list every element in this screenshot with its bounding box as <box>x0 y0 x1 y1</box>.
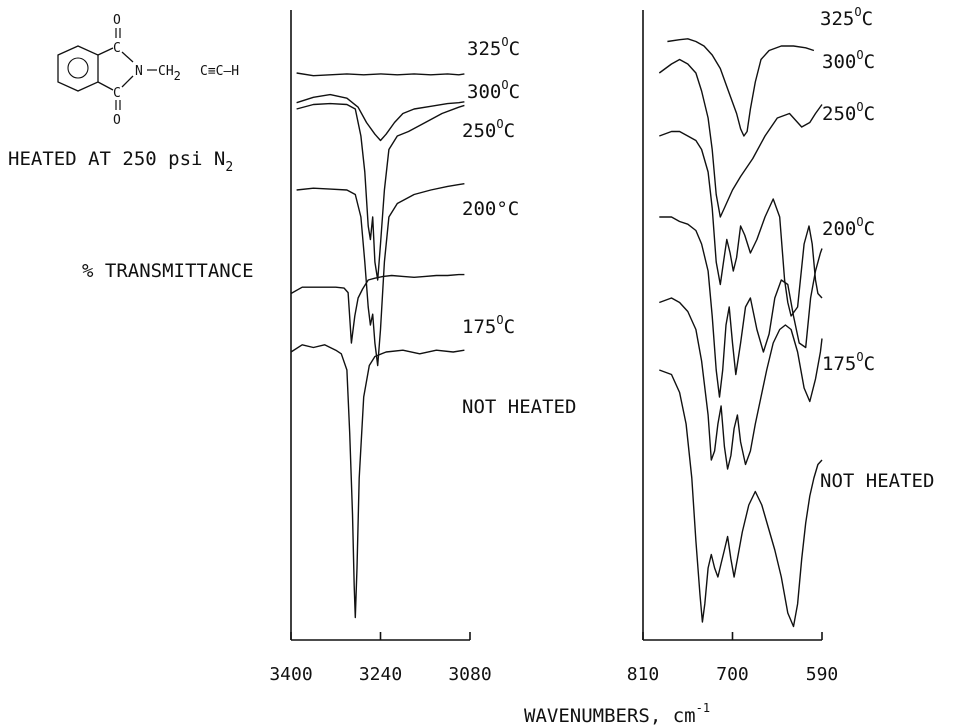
left-series-label: 200°C <box>462 198 519 220</box>
aromatic-circle-icon <box>67 57 89 79</box>
bond-line <box>97 47 114 56</box>
right-series-trace <box>667 38 815 137</box>
left-series-trace <box>296 102 465 281</box>
left-series-label: 175OC <box>462 313 515 338</box>
left-series-label-value: NOT HEATED <box>462 396 576 418</box>
left-series-trace <box>296 183 465 367</box>
heated-note-subscript: 2 <box>225 160 233 175</box>
right-series-label-degree: O <box>856 350 863 364</box>
right-series-label-unit: C <box>862 8 873 30</box>
left-x-tick-label: 3240 <box>359 664 402 685</box>
left-series-label-degree: O <box>496 313 503 327</box>
right-series-trace <box>659 216 823 398</box>
right-series-label-value: 200 <box>822 218 856 240</box>
left-series-label-value: 200 <box>462 198 496 220</box>
x-axis-label-superscript: -1 <box>696 701 710 715</box>
left-x-tick-label: 3400 <box>269 664 312 685</box>
x-axis-label: WAVENUMBERS, cm-1 <box>524 701 710 727</box>
atom-o-top: O <box>113 13 121 28</box>
chain-ch-subscript: 2 <box>174 69 181 83</box>
left-series-label-value: 175 <box>462 316 496 338</box>
right-series-label-unit: C <box>864 103 875 125</box>
heated-note: HEATED AT 250 psi N2 <box>8 148 233 175</box>
bond-line <box>97 81 114 91</box>
bond-line <box>121 51 134 63</box>
right-series-label: 325OC <box>820 5 873 30</box>
atom-c-bottom: C <box>113 86 121 101</box>
right-series-label-value: 175 <box>822 353 856 375</box>
triple-bond-text: C≡C–H <box>200 64 239 79</box>
right-series-label-unit: C <box>864 353 875 375</box>
right-series-label-value: 325 <box>820 8 854 30</box>
right-series-trace <box>659 130 823 317</box>
left-series-label: 250OC <box>462 117 515 142</box>
right-x-tick-label: 700 <box>716 664 749 685</box>
right-series-label-degree: O <box>856 100 863 114</box>
right-series-label: 175OC <box>822 350 875 375</box>
right-series-label-value: 300 <box>822 51 856 73</box>
left-series-trace <box>296 93 465 142</box>
right-series-label: 300OC <box>822 48 875 73</box>
atom-n: N <box>135 64 143 79</box>
right-series-label-degree: O <box>856 215 863 229</box>
x-axis-label-text: WAVENUMBERS, cm <box>524 705 696 727</box>
right-series-label-unit: C <box>864 51 875 73</box>
left-series-label-unit: °C <box>496 198 519 220</box>
left-series-trace <box>290 344 465 619</box>
bond-line <box>121 75 134 88</box>
left-series-label-unit: C <box>509 81 520 103</box>
right-series-label-value: NOT HEATED <box>820 470 934 492</box>
left-panel: 3400 3240 3080325OC300OC250OC200°C175OCNOT… <box>269 10 576 685</box>
chemical-structure: O C N CH2 C≡C–H C O <box>57 13 239 128</box>
right-series-trace <box>659 369 823 628</box>
y-axis-label: % TRANSMITTANCE <box>82 260 254 282</box>
left-series-label-degree: O <box>501 78 508 92</box>
right-x-tick-label: 590 <box>806 664 839 685</box>
left-series-trace <box>296 72 465 77</box>
left-series-label-value: 325 <box>467 38 501 60</box>
heated-note-text: HEATED AT 250 psi N <box>8 148 225 170</box>
left-series-label-unit: C <box>509 38 520 60</box>
right-series-label-unit: C <box>864 218 875 240</box>
right-series-trace <box>659 297 823 470</box>
left-series-label-value: 300 <box>467 81 501 103</box>
left-series-trace <box>290 273 465 344</box>
left-series-label-value: 250 <box>462 120 496 142</box>
right-series-label-value: 250 <box>822 103 856 125</box>
left-x-tick-label: 3080 <box>448 664 491 685</box>
right-series-trace <box>658 58 823 218</box>
right-series-label-degree: O <box>856 48 863 62</box>
left-series-label-unit: C <box>504 120 515 142</box>
left-series-label-degree: O <box>501 35 508 49</box>
left-series-label-degree: O <box>496 117 503 131</box>
right-series-label: 200OC <box>822 215 875 240</box>
left-series-label: 300OC <box>467 78 520 103</box>
right-x-tick-label: 810 <box>627 664 660 685</box>
right-series-label: 250OC <box>822 100 875 125</box>
right-series-label-degree: O <box>854 5 861 19</box>
benzene-ring-icon <box>57 45 99 92</box>
chain-ch-text: CH <box>158 64 174 79</box>
chain-ch: CH2 <box>158 64 181 83</box>
atom-o-bottom: O <box>113 113 121 128</box>
left-series-label: NOT HEATED <box>462 396 576 418</box>
atom-c-top: C <box>113 41 121 56</box>
left-series-label-unit: C <box>504 316 515 338</box>
left-series-label: 325OC <box>467 35 520 60</box>
right-series-label: NOT HEATED <box>820 470 934 492</box>
